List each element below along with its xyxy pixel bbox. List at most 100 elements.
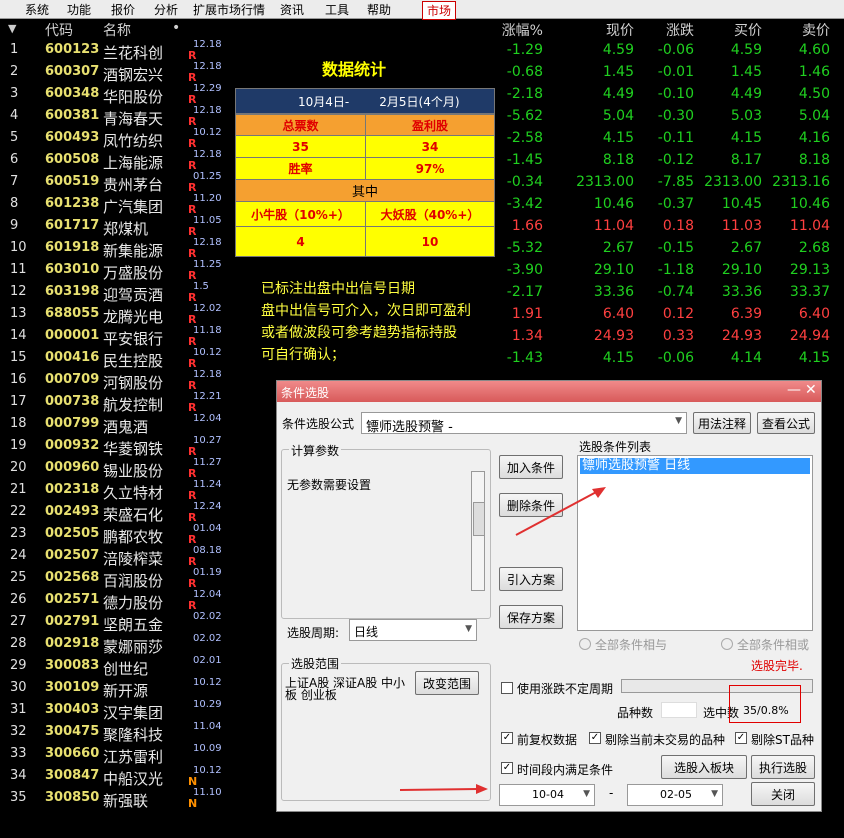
button[interactable]: 删除条件 [499, 493, 563, 517]
quote-cell: 1.46 [798, 64, 830, 80]
column-header: 代码 [45, 23, 73, 39]
menu-item[interactable]: 分析 [154, 3, 179, 17]
minimize[interactable]: — [787, 382, 801, 398]
menu-item[interactable]: 报价 [111, 3, 136, 17]
signal-flag: R [188, 599, 197, 612]
menu-item[interactable]: 资讯 [280, 3, 305, 17]
button[interactable]: 查看公式 [757, 412, 815, 434]
note-line: 可自行确认； [261, 347, 345, 363]
button[interactable]: 加入条件 [499, 455, 563, 479]
stock-name: 航发控制 [103, 396, 164, 414]
quote-cell: 24.93 [593, 328, 634, 344]
stock-name: 涪陵榨菜 [103, 550, 164, 568]
signal-flag: R [188, 445, 197, 458]
row-index: 11 [10, 262, 27, 277]
signal-flag: R [188, 335, 197, 348]
scrollbar[interactable] [471, 471, 485, 591]
period-combo[interactable]: 日线 ▼ [349, 619, 477, 641]
quote-cell: -2.18 [506, 86, 543, 102]
quote-cell: 4.60 [798, 42, 830, 58]
arrow-head [592, 487, 606, 498]
row-index: 3 [10, 86, 19, 101]
column-header: 涨幅% [501, 23, 543, 39]
menu-bar: 系统 功能 报价 分析 扩展市场行情 资讯 工具 帮助 市场 [0, 0, 844, 20]
signal-date: 11.04 [193, 721, 222, 732]
checkbox[interactable]: ✓ [589, 732, 601, 744]
stock-name: 广汽集团 [103, 198, 164, 216]
count-box [661, 702, 697, 718]
formula-combo[interactable]: 镖师选股预警 - ▼ [361, 412, 687, 435]
row-index: 14 [10, 328, 27, 343]
column-header: 涨跌 [666, 23, 694, 39]
signal-date: 11.18 [193, 325, 222, 336]
signal-date: 10.12 [193, 127, 222, 138]
list-item[interactable]: 镖师选股预警 日线 [580, 458, 810, 474]
radio[interactable] [721, 638, 733, 650]
quote-cell: 4.59 [602, 42, 634, 58]
signal-flag: R [188, 137, 197, 150]
combo-text: 镖师选股预警 - [366, 420, 453, 435]
signal-date: 01.04 [193, 523, 222, 534]
label: 选股周期: [287, 626, 340, 640]
menu-item[interactable]: 系统 [25, 3, 50, 17]
checkbox[interactable]: ✓ [735, 732, 747, 744]
quote-cell: 6.39 [730, 306, 762, 322]
selected-value: 35/0.8% [743, 704, 789, 717]
signal-date: 12.29 [193, 83, 222, 94]
button[interactable]: 关闭 [751, 782, 815, 806]
signal-flag: R [188, 511, 197, 524]
quote-cell: 4.49 [602, 86, 634, 102]
date-combo[interactable]: 02-05 ▼ [627, 784, 723, 806]
button[interactable]: 引入方案 [499, 567, 563, 591]
close-x[interactable]: ✕ [805, 382, 817, 398]
condition-list[interactable]: 镖师选股预警 日线 [577, 455, 813, 631]
button[interactable]: 保存方案 [499, 605, 563, 629]
signal-date: 10.12 [193, 347, 222, 358]
signal-flag: R [188, 555, 197, 568]
checkbox-label: 剔除当前未交易的品种 [605, 733, 726, 747]
dialog-title: 条件选股 [281, 386, 330, 400]
signal-flag: R [188, 49, 197, 62]
row-index: 28 [10, 636, 27, 651]
sort-icon: ▼ [8, 22, 17, 35]
menu-item[interactable]: 扩展市场行情 [193, 3, 266, 17]
quote-cell: -5.32 [506, 240, 543, 256]
scroll-thumb[interactable] [473, 502, 485, 536]
menu-item[interactable]: 功能 [67, 3, 92, 17]
stock-code: 002571 [45, 592, 100, 607]
date-combo[interactable]: 10-04 ▼ [499, 784, 595, 806]
menu-item[interactable]: 帮助 [367, 3, 392, 17]
checkbox[interactable] [501, 682, 513, 694]
signal-date: 12.04 [193, 413, 222, 424]
signal-date: 11.20 [193, 193, 222, 204]
stock-name: 汉宇集团 [103, 704, 164, 722]
button[interactable]: 执行选股 [751, 755, 815, 779]
checkbox[interactable]: ✓ [501, 732, 513, 744]
quote-cell: 4.14 [730, 350, 762, 366]
period-end: 2月5日(4个月) [379, 94, 460, 109]
button[interactable]: 选股入板块 [661, 755, 747, 779]
row-index: 27 [10, 614, 27, 629]
quote-cell: -2.58 [506, 130, 543, 146]
quote-cell: 4.15 [798, 350, 830, 366]
quote-cell: 8.17 [730, 152, 762, 168]
menu-item[interactable]: 市场 [422, 1, 457, 20]
quote-cell: 0.12 [662, 306, 694, 322]
quote-cell: 33.36 [593, 284, 634, 300]
row-index: 29 [10, 658, 27, 673]
button[interactable]: 改变范围 [415, 671, 479, 695]
signal-date: 02.02 [193, 611, 222, 622]
button[interactable]: 用法注释 [693, 412, 751, 434]
quote-cell: -7.85 [657, 174, 694, 190]
stock-name: 久立特材 [103, 484, 164, 502]
checkbox[interactable]: ✓ [501, 762, 513, 774]
signal-date: 11.05 [193, 215, 222, 226]
quote-cell: 29.10 [593, 262, 634, 278]
stock-code: 300847 [45, 768, 100, 783]
radio[interactable] [579, 638, 591, 650]
stock-name: 江苏雷利 [103, 748, 164, 766]
menu-item[interactable]: 工具 [325, 3, 350, 17]
quote-cell: 1.45 [602, 64, 634, 80]
signal-flag: R [188, 489, 197, 502]
